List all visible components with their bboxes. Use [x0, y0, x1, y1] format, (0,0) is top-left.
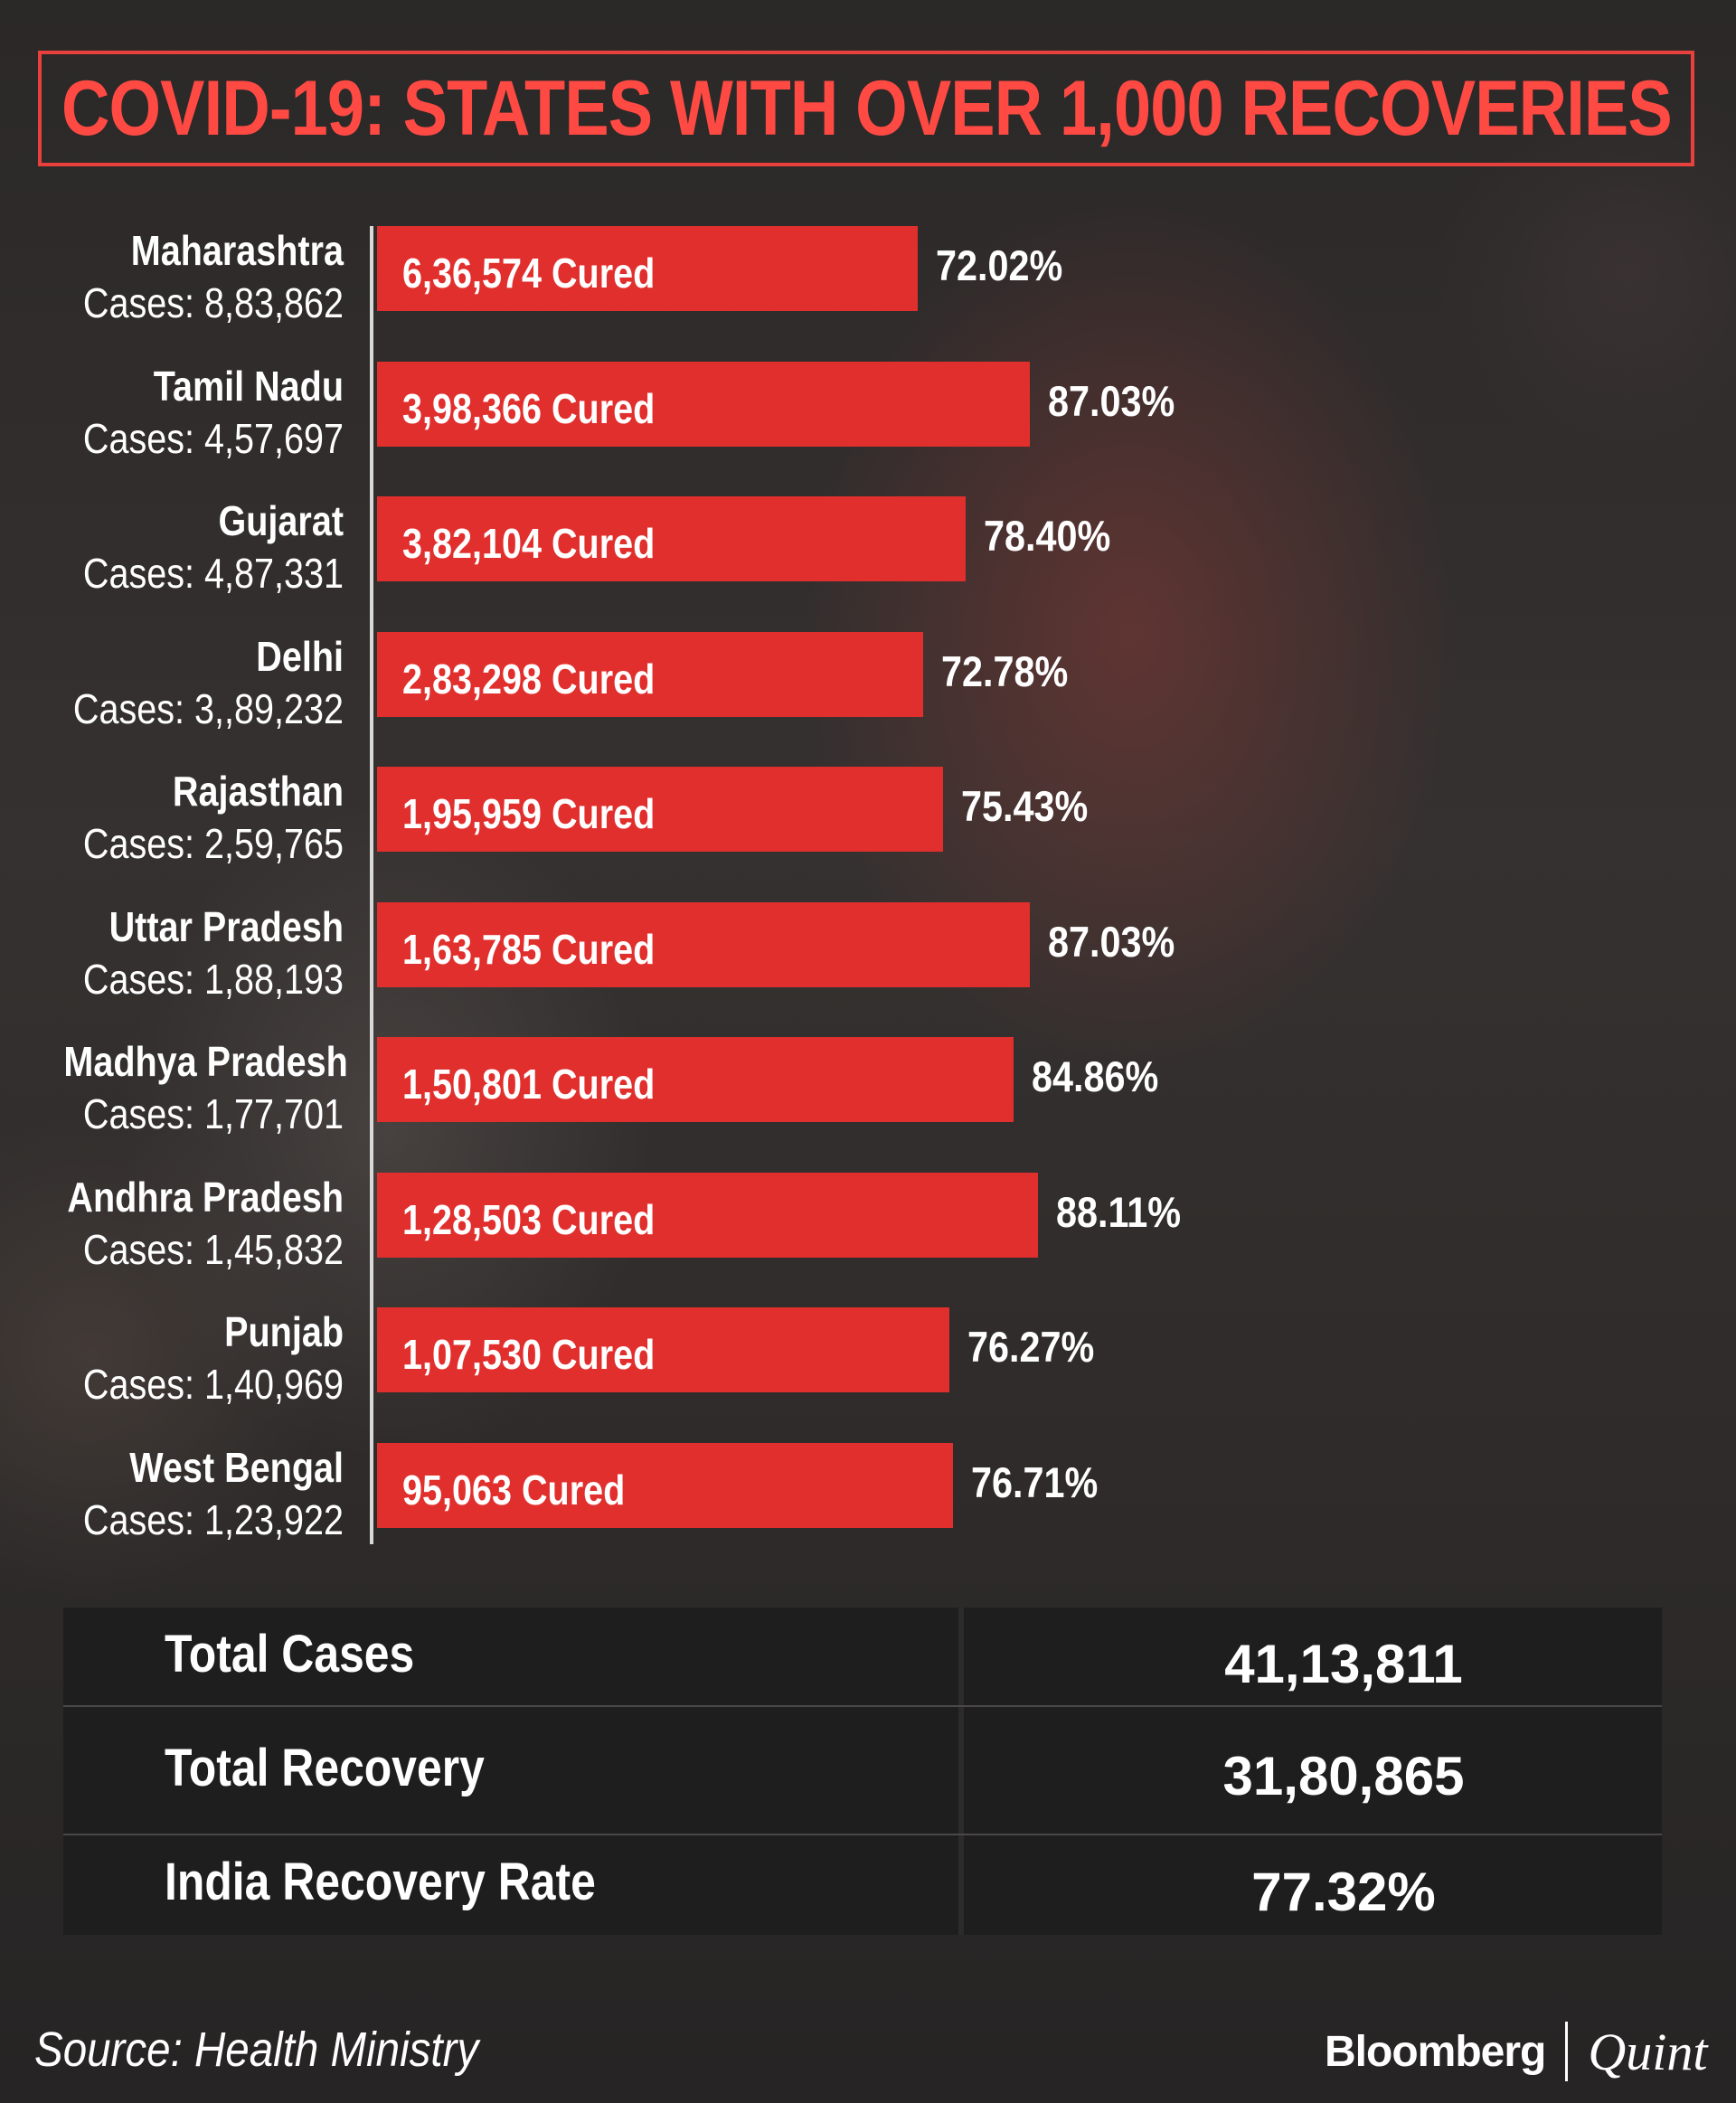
- state-cases: Cases: 4,57,697: [82, 414, 344, 462]
- title-box: COVID-19: STATES WITH OVER 1,000 RECOVER…: [38, 51, 1694, 166]
- summary-value: 31,80,865: [1222, 1746, 1465, 1806]
- recovery-rate-label: 78.40%: [984, 512, 1111, 560]
- state-name: Maharashtra: [130, 227, 344, 274]
- summary-value: 41,13,811: [1224, 1634, 1463, 1694]
- state-name: Uttar Pradesh: [108, 902, 344, 950]
- chart-title: COVID-19: STATES WITH OVER 1,000 RECOVER…: [61, 64, 1673, 152]
- summary-label: Total Cases: [165, 1625, 415, 1683]
- bar: 95,063 Cured: [377, 1442, 953, 1528]
- bar-cured-label: 1,28,503 Cured: [402, 1195, 656, 1243]
- bar: 1,07,530 Cured: [377, 1307, 949, 1392]
- bar: 1,95,959 Cured: [377, 767, 943, 852]
- state-cases: Cases: 1,40,969: [82, 1361, 344, 1408]
- bar: 3,82,104 Cured: [377, 496, 966, 581]
- summary-row: Total Cases 41,13,811: [63, 1608, 1662, 1707]
- logo-bloomberg: Bloomberg: [1325, 2027, 1546, 2076]
- source-note: Source: Health Ministry: [34, 2023, 479, 2077]
- bar-cured-label: 95,063 Cured: [402, 1466, 626, 1514]
- state-name: Andhra Pradesh: [67, 1173, 344, 1221]
- summary-value: 77.32%: [1251, 1862, 1436, 1922]
- state-cases: Cases: 1,45,832: [82, 1225, 344, 1273]
- state-label-block: Delhi Cases: 3,,89,232: [18, 630, 344, 735]
- state-name: Delhi: [256, 632, 344, 680]
- state-name: Gujarat: [218, 497, 344, 544]
- recovery-rate-label: 87.03%: [1048, 917, 1175, 966]
- state-cases: Cases: 2,59,765: [82, 820, 344, 867]
- state-label-block: West Bengal Cases: 1,23,922: [18, 1441, 344, 1546]
- recovery-rate-label: 75.43%: [961, 782, 1089, 830]
- state-label-block: Madhya Pradesh Cases: 1,77,701: [18, 1035, 348, 1140]
- bar-cured-label: 1,63,785 Cured: [402, 925, 656, 973]
- recovery-rate-label: 72.02%: [936, 241, 1063, 289]
- state-label-block: Tamil Nadu Cases: 4,57,697: [18, 360, 344, 465]
- logo-divider: [1565, 2022, 1569, 2081]
- state-name: Punjab: [224, 1308, 344, 1355]
- bar: 6,36,574 Cured: [377, 226, 918, 311]
- state-name: West Bengal: [129, 1443, 344, 1491]
- bar-cured-label: 3,82,104 Cured: [402, 520, 656, 567]
- summary-row-separator: [63, 1834, 1662, 1835]
- summary-row-separator: [63, 1705, 1662, 1707]
- state-label-block: Rajasthan Cases: 2,59,765: [18, 765, 344, 870]
- bar: 1,63,785 Cured: [377, 901, 1030, 987]
- summary-row: India Recovery Rate 77.32%: [63, 1835, 1662, 1935]
- summary-label: Total Recovery: [165, 1739, 485, 1797]
- state-cases: Cases: 4,87,331: [82, 550, 344, 597]
- recovery-rate-label: 76.71%: [971, 1457, 1099, 1506]
- recovery-rate-label: 88.11%: [1056, 1187, 1181, 1236]
- state-cases: Cases: 1,88,193: [82, 955, 344, 1003]
- state-name: Tamil Nadu: [153, 362, 344, 410]
- bar: 2,83,298 Cured: [377, 631, 923, 717]
- summary-label: India Recovery Rate: [165, 1853, 596, 1911]
- state-cases: Cases: 1,77,701: [82, 1090, 344, 1137]
- state-label-block: Punjab Cases: 1,40,969: [18, 1306, 344, 1410]
- bar-cured-label: 1,07,530 Cured: [402, 1331, 656, 1378]
- bar-cured-label: 3,98,366 Cured: [402, 384, 656, 432]
- state-label-block: Gujarat Cases: 4,87,331: [18, 495, 344, 599]
- recovery-rate-label: 76.27%: [967, 1323, 1095, 1371]
- state-name: Rajasthan: [172, 768, 344, 815]
- recovery-rate-label: 72.78%: [941, 646, 1069, 695]
- summary-column-divider: [958, 1835, 964, 1935]
- summary-row: Total Recovery 31,80,865: [63, 1707, 1662, 1835]
- state-cases: Cases: 1,23,922: [82, 1495, 344, 1543]
- state-name: Madhya Pradesh: [63, 1038, 348, 1085]
- bar-cured-label: 1,50,801 Cured: [402, 1061, 656, 1108]
- state-label-block: Maharashtra Cases: 8,83,862: [18, 224, 344, 329]
- bar: 1,28,503 Cured: [377, 1172, 1038, 1258]
- state-label-block: Uttar Pradesh Cases: 1,88,193: [18, 901, 344, 1005]
- logo-quint: Quint: [1588, 2022, 1708, 2081]
- state-cases: Cases: 3,,89,232: [72, 684, 344, 732]
- bar-cured-label: 1,95,959 Cured: [402, 790, 656, 837]
- bar: 1,50,801 Cured: [377, 1037, 1014, 1122]
- brand-logo: Bloomberg Quint: [1325, 2022, 1707, 2081]
- summary-column-divider: [958, 1608, 964, 1707]
- chart-axis-line: [370, 226, 373, 1544]
- bar-cured-label: 2,83,298 Cured: [402, 655, 656, 703]
- bar-cured-label: 6,36,574 Cured: [402, 250, 656, 297]
- summary-column-divider: [958, 1707, 964, 1835]
- bar: 3,98,366 Cured: [377, 361, 1030, 447]
- state-cases: Cases: 8,83,862: [82, 279, 344, 326]
- recovery-rate-label: 84.86%: [1032, 1052, 1159, 1100]
- recovery-rate-label: 87.03%: [1048, 376, 1175, 425]
- state-label-block: Andhra Pradesh Cases: 1,45,832: [18, 1171, 344, 1276]
